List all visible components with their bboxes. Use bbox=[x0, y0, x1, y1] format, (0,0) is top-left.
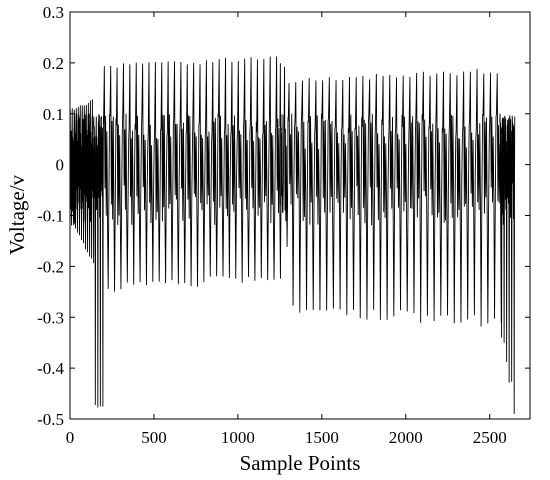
y-tick-label: 0.2 bbox=[43, 54, 64, 73]
y-tick-label: -0.3 bbox=[37, 308, 64, 327]
y-axis-ticks: -0.5 -0.4 -0.3 -0.2 -0.1 0 0.1 0.2 0.3 bbox=[37, 3, 530, 429]
y-axis-title: Voltage/v bbox=[5, 174, 29, 255]
plot-area bbox=[69, 56, 516, 414]
y-tick-label: -0.1 bbox=[37, 207, 64, 226]
x-tick-label: 2000 bbox=[389, 428, 423, 447]
x-axis-title: Sample Points bbox=[240, 451, 361, 475]
x-tick-label: 500 bbox=[141, 428, 167, 447]
x-tick-label: 1500 bbox=[305, 428, 339, 447]
y-tick-label: -0.4 bbox=[37, 359, 64, 378]
x-axis-ticks: 0 500 1000 1500 2000 2500 bbox=[66, 12, 507, 447]
y-tick-label: 0 bbox=[56, 156, 65, 175]
y-tick-label: -0.5 bbox=[37, 410, 64, 429]
y-tick-label: 0.3 bbox=[43, 3, 64, 22]
voltage-series-line bbox=[69, 56, 516, 414]
y-tick-label: -0.2 bbox=[37, 257, 64, 276]
plot-frame bbox=[69, 11, 531, 420]
x-tick-label: 1000 bbox=[221, 428, 255, 447]
x-tick-label: 2500 bbox=[473, 428, 507, 447]
y-tick-label: 0.1 bbox=[43, 105, 64, 124]
x-tick-label: 0 bbox=[66, 428, 75, 447]
